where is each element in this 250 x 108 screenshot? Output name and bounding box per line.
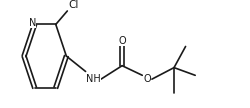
Text: NH: NH [86,74,101,84]
Text: O: O [118,36,126,46]
Text: Cl: Cl [68,0,78,10]
Text: N: N [29,18,36,29]
Text: O: O [143,74,151,84]
